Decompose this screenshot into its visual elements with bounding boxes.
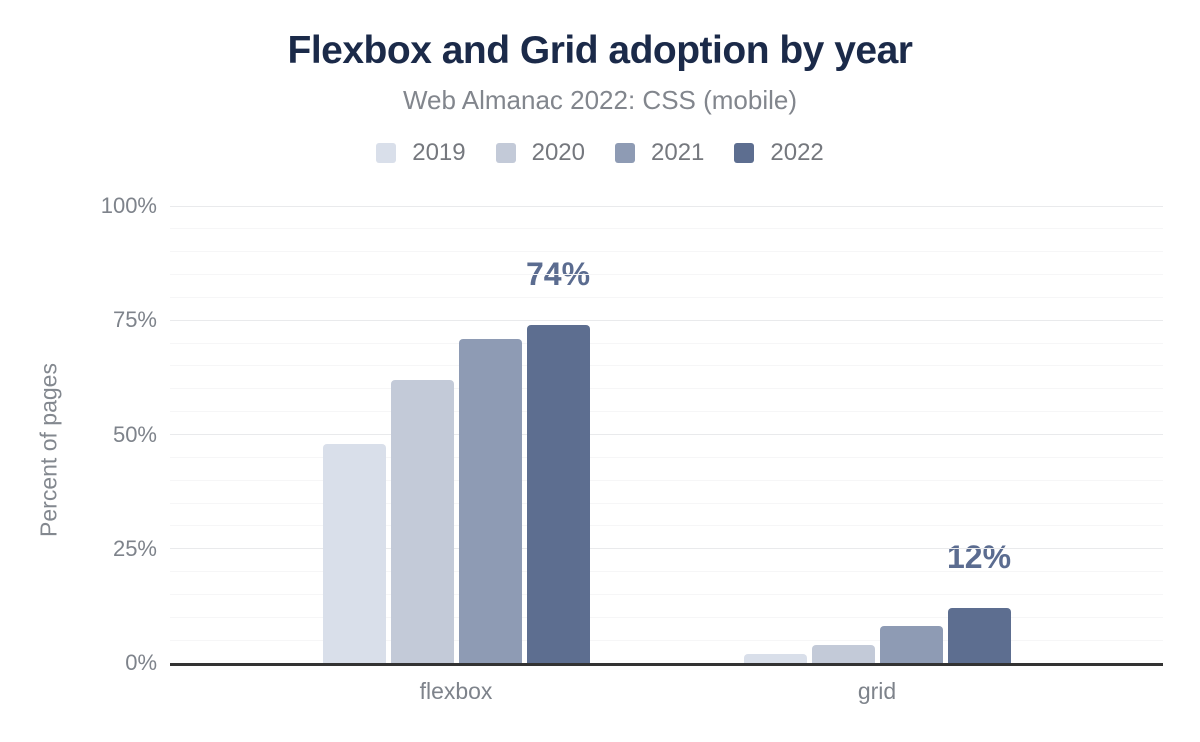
- gridline-85: [170, 274, 1163, 276]
- gridline-50: [170, 434, 1163, 435]
- y-axis-title: Percent of pages: [35, 363, 62, 537]
- gridline-70: [170, 342, 1163, 344]
- gridline-40: [170, 479, 1163, 481]
- gridline-80: [170, 296, 1163, 298]
- chart-legend: 2019 2020 2021 2022: [0, 140, 1200, 166]
- legend-item-2020: 2020: [495, 139, 585, 166]
- bar-grid-2019: [743, 653, 807, 663]
- bar-grid-2022: [947, 608, 1011, 663]
- x-category-label-flexbox: flexbox: [419, 678, 493, 704]
- gridline-35: [170, 502, 1163, 504]
- gridline-65: [170, 365, 1163, 367]
- bar-flexbox-2019: [322, 443, 386, 663]
- legend-swatch-2021: [615, 143, 635, 163]
- bar-flexbox-2022: [526, 324, 590, 663]
- gridline-20: [170, 571, 1163, 573]
- bar-flexbox-2020: [390, 379, 454, 663]
- bar-grid-2020: [811, 644, 875, 663]
- y-tick-75%: 75%: [112, 307, 157, 333]
- gridline-60: [170, 388, 1163, 390]
- gridline-90: [170, 251, 1163, 253]
- gridline-75: [170, 319, 1163, 321]
- legend-item-2019: 2019: [376, 139, 466, 166]
- gridline-95: [170, 228, 1163, 230]
- legend-swatch-2022: [734, 143, 755, 163]
- bar-flexbox-2021: [458, 338, 522, 663]
- y-tick-25%: 25%: [112, 535, 157, 561]
- gridline-45: [170, 456, 1163, 458]
- chart-subtitle: Web Almanac 2022: CSS (mobile): [402, 85, 798, 115]
- chart-title: Flexbox and Grid adoption by year: [287, 29, 913, 72]
- x-category-label-grid: grid: [857, 678, 897, 704]
- bar-grid-2021: [879, 626, 943, 663]
- legend-item-2022: 2022: [734, 139, 824, 166]
- gridline-30: [170, 525, 1163, 527]
- legend-swatch-2019: [376, 143, 397, 163]
- legend-label-2022: 2022: [770, 139, 824, 166]
- gridline-55: [170, 411, 1163, 413]
- gridline-10: [170, 616, 1163, 618]
- legend-swatch-2020: [495, 143, 516, 163]
- plot-area: [170, 205, 1163, 666]
- value-label-flexbox: 74%: [525, 255, 591, 292]
- gridline-15: [170, 593, 1163, 595]
- value-label-grid: 12%: [946, 539, 1012, 576]
- y-tick-50%: 50%: [112, 421, 157, 447]
- gridline-25: [170, 548, 1163, 550]
- y-tick-0%: 0%: [125, 650, 157, 675]
- legend-label-2020: 2020: [531, 139, 585, 166]
- legend-label-2021: 2021: [651, 139, 705, 166]
- gridline-5: [170, 639, 1163, 641]
- legend-label-2019: 2019: [412, 139, 466, 166]
- y-tick-100%: 100%: [100, 193, 157, 218]
- gridline-100: [170, 205, 1163, 207]
- legend-item-2021: 2021: [615, 140, 704, 166]
